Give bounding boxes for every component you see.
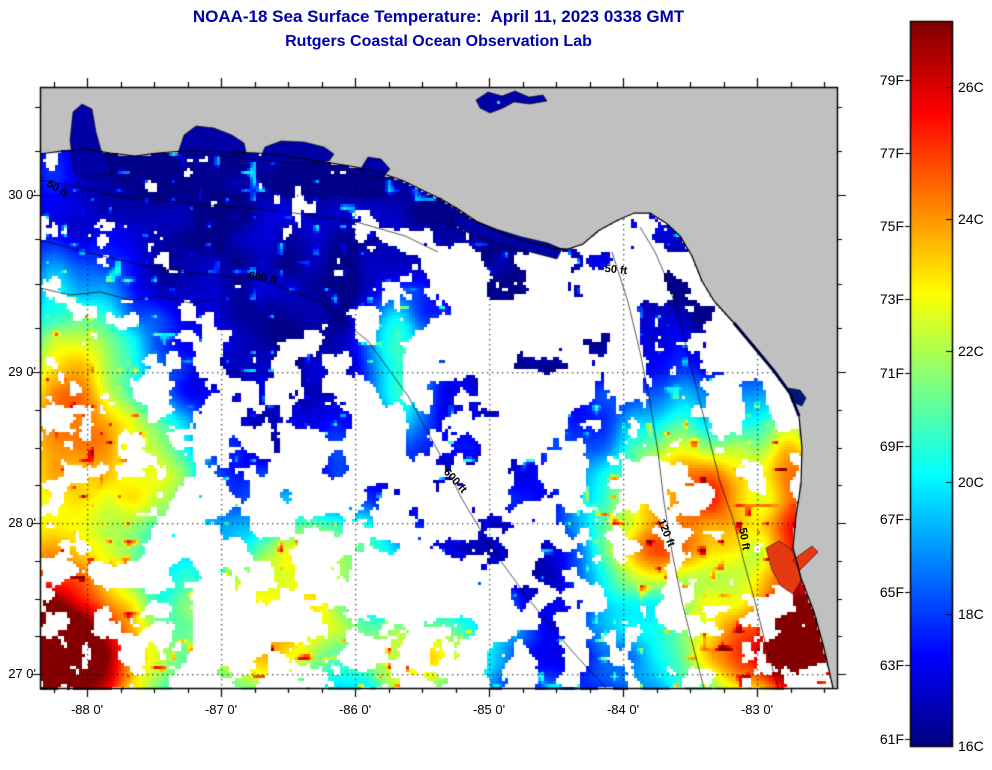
- y-tick-label: 28 0': [8, 515, 36, 530]
- colorbar-celsius-label: 18C: [958, 606, 984, 623]
- colorbar-fahrenheit-label: 71F: [879, 364, 904, 381]
- colorbar-celsius-label: 24C: [958, 210, 984, 227]
- colorbar-fahrenheit-label: 69F: [879, 437, 904, 454]
- colorbar-fahrenheit-label: 63F: [879, 657, 904, 674]
- colorbar-celsius-label: 26C: [958, 78, 984, 95]
- colorbar-fahrenheit-label: 73F: [879, 291, 904, 308]
- colorbar-fahrenheit-label: 79F: [879, 71, 904, 88]
- colorbar-fahrenheit-label: 67F: [879, 510, 904, 527]
- colorbar-celsius-label: 22C: [958, 342, 984, 359]
- x-tick-label: -88 0': [70, 702, 104, 717]
- figure-subtitle: Rutgers Coastal Ocean Observation Lab: [285, 33, 592, 50]
- colorbar-fahrenheit-label: 65F: [879, 584, 904, 601]
- y-tick-label: 30 0': [8, 187, 36, 202]
- colorbar-celsius-label: 16C: [958, 738, 984, 754]
- x-tick-label: -87 0': [204, 702, 238, 717]
- figure-title: NOAA-18 Sea Surface Temperature: April 1…: [192, 7, 685, 26]
- x-tick-label: -85 0': [472, 702, 506, 717]
- x-tick-label: -84 0': [606, 702, 640, 717]
- colorbar-fahrenheit-label: 77F: [879, 144, 904, 161]
- x-tick-label: -83 0': [740, 702, 774, 717]
- y-tick-label: 27 0': [8, 666, 36, 681]
- colorbar-celsius-label: 20C: [958, 474, 984, 491]
- y-tick-label: 29 0': [8, 364, 36, 379]
- colorbar-fahrenheit-label: 61F: [879, 730, 904, 747]
- colorbar-fahrenheit-label: 75F: [879, 218, 904, 235]
- x-tick-label: -86 0': [338, 702, 372, 717]
